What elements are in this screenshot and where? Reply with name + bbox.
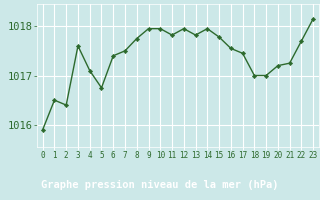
- Text: 19: 19: [261, 152, 271, 160]
- Text: 14: 14: [203, 152, 212, 160]
- Text: 8: 8: [134, 152, 139, 160]
- Text: 12: 12: [179, 152, 188, 160]
- Text: 10: 10: [156, 152, 165, 160]
- Text: 22: 22: [297, 152, 306, 160]
- Text: 2: 2: [64, 152, 68, 160]
- Text: 5: 5: [99, 152, 104, 160]
- Text: 9: 9: [146, 152, 151, 160]
- Text: 23: 23: [308, 152, 318, 160]
- Text: Graphe pression niveau de la mer (hPa): Graphe pression niveau de la mer (hPa): [41, 180, 279, 190]
- Text: 17: 17: [238, 152, 247, 160]
- Text: 4: 4: [87, 152, 92, 160]
- Text: 3: 3: [76, 152, 80, 160]
- Text: 11: 11: [167, 152, 177, 160]
- Text: 6: 6: [111, 152, 116, 160]
- Text: 0: 0: [40, 152, 45, 160]
- Text: 18: 18: [250, 152, 259, 160]
- Text: 1: 1: [52, 152, 57, 160]
- Text: 16: 16: [226, 152, 236, 160]
- Text: 20: 20: [273, 152, 283, 160]
- Text: 21: 21: [285, 152, 294, 160]
- Text: 13: 13: [191, 152, 200, 160]
- Text: 7: 7: [123, 152, 127, 160]
- Text: 15: 15: [214, 152, 224, 160]
